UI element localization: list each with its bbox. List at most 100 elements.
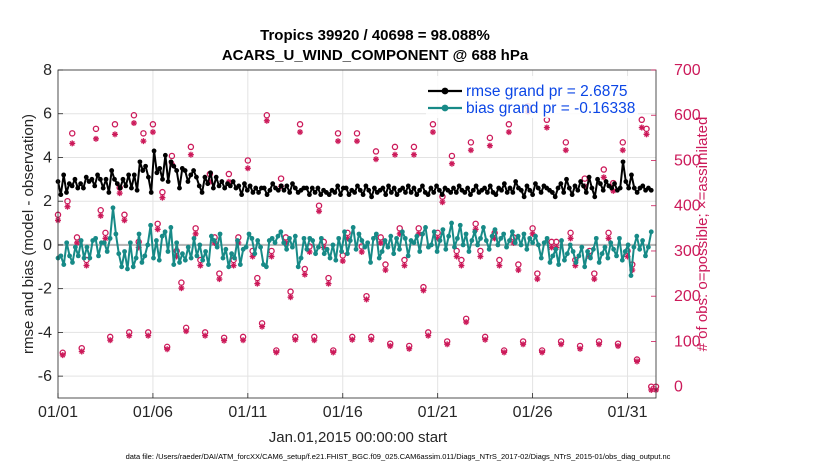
obs-assimilated-point	[73, 239, 80, 246]
bias-point	[590, 246, 596, 252]
bias-point	[588, 255, 593, 261]
bias-point	[81, 255, 87, 261]
obs-assimilated-point	[349, 336, 356, 343]
rmse-point	[369, 194, 374, 200]
obs-assimilated-stroke	[449, 161, 455, 167]
obs-assimilated-point	[159, 194, 166, 201]
rmse-point	[191, 168, 197, 173]
bias-point	[327, 255, 333, 261]
obs-assimilated-stroke	[482, 337, 488, 343]
bias-point	[365, 240, 371, 246]
obs-assimilated-stroke	[639, 124, 645, 131]
rmse-point	[89, 176, 95, 182]
bias-point	[454, 235, 460, 241]
obs-assimilated-stroke	[264, 118, 270, 124]
obs-possible-point	[111, 121, 119, 128]
x-tick-label: 01/16	[323, 404, 363, 421]
rmse-point	[256, 190, 261, 195]
obs-assimilated-stroke	[202, 333, 208, 339]
obs-assimilated-point	[548, 244, 555, 251]
rmse-point	[603, 179, 609, 184]
rmse-point	[134, 187, 140, 193]
rmse-point	[199, 190, 205, 195]
obs-assimilated-point	[69, 140, 76, 147]
obs-assimilated-point	[221, 337, 228, 344]
bias-point	[344, 251, 350, 257]
obs-assimilated-stroke	[354, 138, 360, 144]
rmse-point	[126, 172, 132, 178]
bias-point	[229, 251, 235, 257]
rmse-point	[284, 183, 290, 189]
obs-assimilated-stroke	[520, 341, 526, 347]
rmse-point	[462, 190, 468, 195]
bias-point	[379, 249, 385, 254]
obs-assimilated-stroke	[240, 337, 246, 343]
bias-point	[440, 227, 446, 233]
bias-point	[61, 262, 67, 268]
rmse-point	[386, 183, 391, 189]
obs-assimilated-point	[619, 147, 626, 154]
data-file-footer: data file: /Users/raeder/DAI/ATM_forcXX/…	[126, 452, 671, 461]
bias-point	[72, 244, 78, 250]
bias-point	[284, 246, 290, 252]
bias-point	[110, 205, 116, 211]
obs-assimilated-stroke	[74, 240, 80, 246]
rmse-point	[213, 174, 219, 180]
rmse-point	[174, 168, 180, 173]
bias-point	[463, 231, 469, 237]
rmse-point	[513, 179, 519, 184]
obs-possible-point	[410, 143, 418, 151]
rmse-point	[194, 174, 199, 180]
obs-assimilated-point	[197, 262, 204, 269]
rmse-point	[239, 192, 245, 198]
rmse-point	[338, 192, 343, 198]
obs-possible-point	[467, 139, 475, 146]
y-tick-label: 0	[43, 237, 52, 254]
obs-assimilated-point	[391, 151, 398, 158]
rmse-point	[487, 183, 493, 189]
obs-assimilated-point	[501, 349, 508, 356]
obs-assimilated-point	[164, 346, 171, 353]
obs-assimilated-point	[558, 341, 565, 348]
bias-point	[466, 249, 472, 254]
rmse-point	[230, 179, 236, 184]
plot-frame	[57, 69, 657, 399]
rmse-point	[148, 190, 154, 195]
bias-point	[402, 235, 408, 241]
obs-assimilated-stroke	[501, 349, 507, 355]
rmse-point	[504, 190, 510, 195]
bias-point	[298, 255, 304, 261]
obs-assimilated-stroke	[605, 235, 612, 241]
bias-point	[353, 246, 359, 252]
bias-point	[67, 253, 72, 259]
rmse-point	[278, 183, 284, 189]
obs-assimilated-point	[178, 285, 185, 292]
obs-assimilated-stroke	[126, 333, 132, 339]
obs-assimilated-stroke	[591, 276, 597, 282]
rmse-point	[372, 185, 377, 191]
rmse-point	[524, 183, 530, 189]
rmse-point	[414, 192, 420, 198]
bias-point	[93, 235, 99, 241]
bias-point	[507, 238, 512, 243]
rmse-point	[363, 183, 369, 189]
obs-assimilated-point	[292, 336, 299, 343]
bias-point	[564, 251, 570, 257]
rmse-point	[434, 183, 439, 189]
bias-point	[628, 273, 634, 278]
rmse-point	[304, 185, 310, 191]
bias-point	[524, 246, 530, 252]
obs-possible-point	[244, 157, 252, 164]
bias-point	[203, 249, 208, 254]
bias-point	[550, 253, 556, 259]
obs-assimilated-stroke	[454, 253, 460, 260]
rmse-point	[572, 183, 578, 189]
obs-assimilated-point	[192, 230, 199, 237]
rmse-point	[72, 176, 78, 182]
rmse-point	[575, 187, 581, 193]
rmse-point	[307, 192, 312, 198]
obs-assimilated-point	[458, 262, 465, 269]
obs-assimilated-stroke	[549, 244, 555, 251]
bias-point	[544, 235, 550, 241]
legend: rmse grand pr = 2.6875 bias grand pr = -…	[426, 76, 638, 118]
